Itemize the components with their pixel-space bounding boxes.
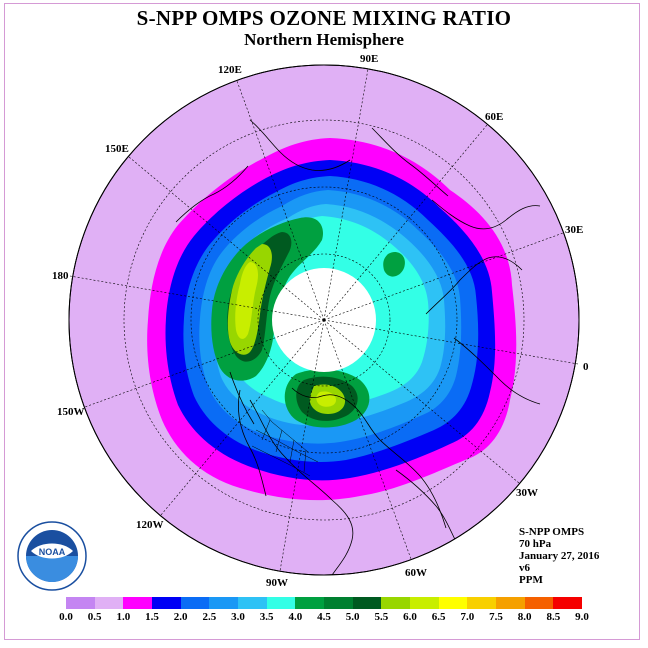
lon-label-0: 0 (583, 361, 589, 373)
colorbar-tick-label: 5.0 (345, 611, 360, 623)
info-instrument: S-NPP OMPS (519, 526, 585, 538)
lon-label-60w: 60W (405, 567, 427, 579)
lon-label-60e: 60E (485, 111, 503, 123)
colorbar-tick-label: 4.0 (288, 611, 303, 623)
noaa-logo-text: NOAA (39, 547, 66, 557)
map-outline (68, 64, 580, 576)
colorbar-tick-label: 3.5 (259, 611, 274, 623)
colorbar-tick-label: 0.5 (87, 611, 102, 623)
noaa-logo-icon: NOAA (17, 521, 87, 591)
colorbar-tick-label: 1.0 (116, 611, 131, 623)
lon-label-90e: 90E (360, 53, 378, 65)
colorbar (66, 597, 583, 609)
colorbar-segment (553, 597, 583, 609)
contour-6-0-canada-lobe (316, 391, 336, 407)
colorbar-segment (152, 597, 181, 609)
colorbar-tick-label: 0.0 (59, 611, 73, 623)
colorbar-segment (410, 597, 439, 609)
colorbar-segment (467, 597, 497, 609)
contour-6-0-pacific-lobe (235, 262, 258, 339)
colorbar-segment (496, 597, 525, 609)
colorbar-segment (295, 597, 325, 609)
colorbar-segment (66, 597, 95, 609)
info-version: v6 (519, 562, 530, 574)
figure-frame (4, 3, 640, 640)
lon-label-30w: 30W (516, 487, 538, 499)
info-level: 70 hPa (519, 538, 552, 550)
colorbar-tick-label: 7.5 (489, 611, 503, 623)
colorbar-tick-label: 6.5 (431, 611, 446, 623)
colorbar-segment (238, 597, 267, 609)
colorbar-segment (123, 597, 153, 609)
colorbar-ticks: 0.0 0.5 1.0 1.5 2.0 2.5 3.0 3.5 4.0 4.5 5.0 5.5 6.0 6… (59, 611, 589, 625)
lon-label-150w: 150W (57, 406, 85, 418)
longitude-labels: 90E 60E 30E 0 30W 60W 90W 120W 150W 180 … (52, 53, 589, 589)
colorbar-tick-label: 6.0 (403, 611, 417, 623)
colorbar-tick-label: 3.0 (231, 611, 245, 623)
lon-label-150e: 150E (105, 143, 129, 155)
page-title: S-NPP OMPS OZONE MIXING RATIO (136, 6, 512, 30)
lon-label-180: 180 (52, 270, 69, 282)
graticule-parallels (123, 119, 525, 521)
colorbar-tick-label: 5.5 (374, 611, 389, 623)
lon-label-30e: 30E (565, 224, 583, 236)
product-info: S-NPP OMPS 70 hPa January 27, 2016 v6 PP… (519, 526, 599, 586)
colorbar-tick-label: 9.0 (575, 611, 589, 623)
colorbar-tick-label: 1.5 (145, 611, 159, 623)
colorbar-segment (94, 597, 124, 609)
colorbar-tick-label: 8.0 (517, 611, 532, 623)
lon-label-120w: 120W (136, 519, 164, 531)
colorbar-segment (524, 597, 554, 609)
info-units: PPM (519, 574, 543, 586)
page-subtitle: Northern Hemisphere (244, 30, 404, 49)
colorbar-segment (266, 597, 296, 609)
political-boundaries (251, 409, 319, 477)
contour-4-5-europe-cell (383, 251, 405, 277)
lon-label-120e: 120E (218, 64, 242, 76)
coastlines (175, 119, 541, 575)
colorbar-segment (438, 597, 468, 609)
colorbar-segment (324, 597, 353, 609)
colorbar-segment (209, 597, 239, 609)
colorbar-segment (180, 597, 210, 609)
colorbar-tick-label: 7.0 (460, 611, 475, 623)
colorbar-tick-label: 2.0 (173, 611, 188, 623)
colorbar-segment (352, 597, 382, 609)
lon-label-90w: 90W (266, 577, 288, 589)
info-date: January 27, 2016 (519, 550, 600, 562)
graticule-meridians (69, 68, 579, 572)
colorbar-tick-label: 4.5 (317, 611, 331, 623)
colorbar-tick-label: 2.5 (202, 611, 217, 623)
colorbar-tick-label: 8.5 (546, 611, 561, 623)
colorbar-segment (381, 597, 411, 609)
